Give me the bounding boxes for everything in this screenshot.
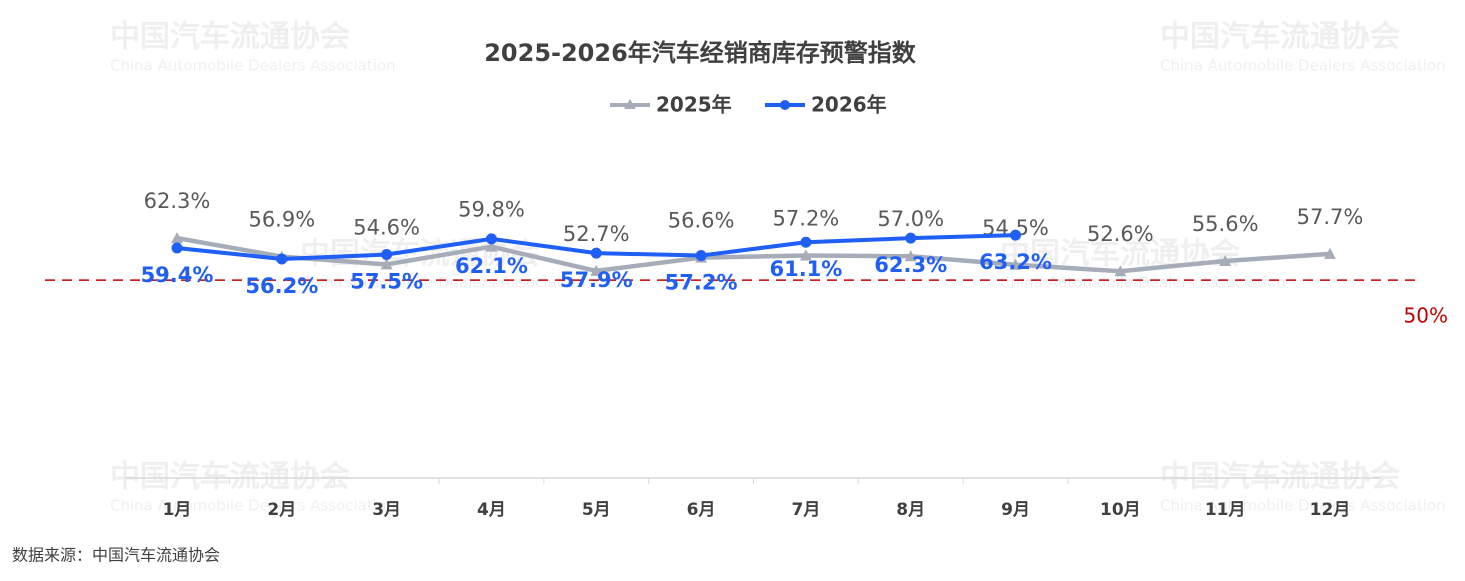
marker [171, 232, 183, 244]
marker [380, 258, 393, 270]
data-label: 54.6% [353, 215, 420, 239]
legend-label: 2025年 [656, 93, 732, 117]
data-label: 57.2% [665, 271, 738, 295]
data-label: 62.3% [144, 189, 211, 213]
marker [276, 253, 288, 265]
data-label: 59.4% [141, 263, 214, 287]
legend-marker [624, 99, 636, 109]
data-label: 56.6% [668, 209, 735, 233]
watermark-en: China Automobile Dealers Association [1160, 57, 1446, 75]
watermark-en: China Automobile Dealers Association [110, 497, 396, 515]
marker [485, 233, 497, 245]
x-tick-label: 8月 [896, 500, 925, 520]
watermark-cn: 中国汽车流通协会 [110, 20, 350, 55]
marker [1219, 255, 1232, 267]
watermark-cn: 中国汽车流通协会 [1160, 20, 1400, 55]
marker [1324, 247, 1336, 259]
watermarks: 中国汽车流通协会 China Automobile Dealers Associa… [110, 20, 1446, 515]
marker [1114, 265, 1127, 277]
x-tick-label: 2月 [267, 500, 296, 520]
marker [1010, 229, 1022, 241]
data-label: 57.7% [1297, 205, 1364, 229]
marker [171, 242, 183, 254]
marker [590, 247, 602, 259]
marker [904, 250, 917, 262]
marker [695, 250, 707, 262]
marker [381, 249, 393, 261]
watermark-cn: 中国汽车流通协会 [1160, 460, 1400, 495]
data-label: 62.1% [455, 254, 528, 278]
data-label: 59.8% [458, 198, 525, 222]
watermark-en: China Automobile Dealers Association [1160, 497, 1446, 515]
data-label: 62.3% [874, 253, 947, 277]
marker [590, 264, 603, 276]
x-tick-label: 10月 [1100, 500, 1141, 520]
watermark-en: China Automobile Dealers Association [1000, 274, 1286, 292]
legend-marker [780, 100, 790, 110]
source: 数据来源：中国汽车流通协会 [12, 546, 220, 565]
watermark-cn: 中国汽车流通协会 [300, 237, 540, 272]
x-tick-label: 1月 [163, 500, 192, 520]
watermark-en: China Automobile Dealers Association [110, 57, 396, 75]
x-tick-label: 5月 [582, 500, 611, 520]
marker [800, 236, 812, 248]
legend-label: 2026年 [811, 93, 887, 117]
data-label: 57.2% [773, 207, 840, 231]
data-label: 56.9% [248, 208, 315, 232]
marker [485, 240, 498, 252]
data-label: 63.2% [979, 250, 1052, 274]
x-tick-label: 6月 [687, 500, 716, 520]
x-tick-label: 9月 [1001, 500, 1030, 520]
watermark-cn: 中国汽车流通协会 [110, 460, 350, 495]
x-tick-label: 3月 [372, 500, 401, 520]
data-label: 57.9% [560, 268, 633, 292]
data-label: 57.0% [877, 207, 944, 231]
data-label: 55.6% [1192, 212, 1259, 236]
marker [1009, 258, 1022, 270]
data-label: 56.2% [245, 274, 318, 298]
x-tick-label: 12月 [1310, 500, 1351, 520]
data-label: 57.5% [350, 270, 423, 294]
x-tick-label: 4月 [477, 500, 506, 520]
chart-title: 2025-2026年汽车经销商库存预警指数 [484, 39, 917, 67]
data-label: 61.1% [769, 257, 842, 281]
x-tick-label: 7月 [791, 500, 820, 520]
data-label: 52.6% [1087, 222, 1154, 246]
watermark-en: China Automobile Dealers Association [300, 274, 586, 292]
series-line [176, 235, 1331, 274]
x-tick-label: 11月 [1205, 500, 1246, 520]
marker [905, 232, 917, 244]
data-label: 52.7% [563, 222, 630, 246]
marker [799, 249, 812, 261]
reference-label: 50% [1404, 304, 1448, 328]
